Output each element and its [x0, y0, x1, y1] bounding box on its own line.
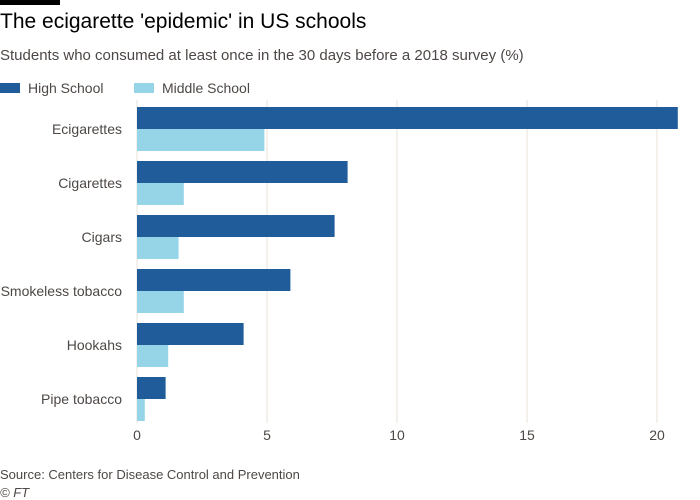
chart-subtitle: Students who consumed at least once in t…	[0, 47, 524, 64]
category-label-cigarettes: Cigarettes	[58, 175, 122, 191]
bar-high-school-ecigarettes	[137, 107, 678, 129]
x-tick-label-10: 10	[389, 427, 405, 443]
bar-middle-school-hookahs	[137, 345, 169, 367]
legend-label-high-school: High School	[28, 80, 104, 96]
bar-high-school-hookahs	[137, 323, 244, 345]
legend-label-middle-school: Middle School	[162, 80, 250, 96]
category-label-pipe-tobacco: Pipe tobacco	[41, 391, 122, 407]
bar-high-school-smokeless-tobacco	[137, 269, 291, 291]
legend-swatch-middle-school	[134, 83, 154, 93]
bar-middle-school-cigars	[137, 237, 179, 259]
chart-source: Source: Centers for Disease Control and …	[0, 467, 300, 482]
bar-high-school-pipe-tobacco	[137, 377, 166, 399]
legend-swatch-high-school	[0, 83, 20, 93]
x-tick-label-15: 15	[519, 427, 535, 443]
chart-credit: © FT	[0, 485, 30, 500]
bar-chart: 0 5 10 15 20 Ecigarettes Cigarettes Cigars Smoke…	[1, 100, 678, 443]
x-tick-label-5: 5	[263, 427, 271, 443]
category-label-cigars: Cigars	[82, 229, 122, 245]
category-label-ecigarettes: Ecigarettes	[52, 121, 122, 137]
chart-title: The ecigarette 'epidemic' in US schools	[0, 10, 367, 33]
brand-top-bar	[0, 0, 60, 5]
bar-middle-school-ecigarettes	[137, 129, 265, 151]
category-label-hookahs: Hookahs	[67, 337, 122, 353]
legend-item-high-school: High School	[0, 80, 104, 96]
bar-middle-school-smokeless-tobacco	[137, 291, 184, 313]
legend-item-middle-school: Middle School	[134, 80, 250, 96]
bar-middle-school-pipe-tobacco	[137, 399, 145, 421]
bar-high-school-cigarettes	[137, 161, 348, 183]
bar-high-school-cigars	[137, 215, 335, 237]
bar-middle-school-cigarettes	[137, 183, 184, 205]
x-tick-label-0: 0	[133, 427, 141, 443]
category-label-smokeless-tobacco: Smokeless tobacco	[1, 283, 123, 299]
x-tick-label-20: 20	[649, 427, 665, 443]
